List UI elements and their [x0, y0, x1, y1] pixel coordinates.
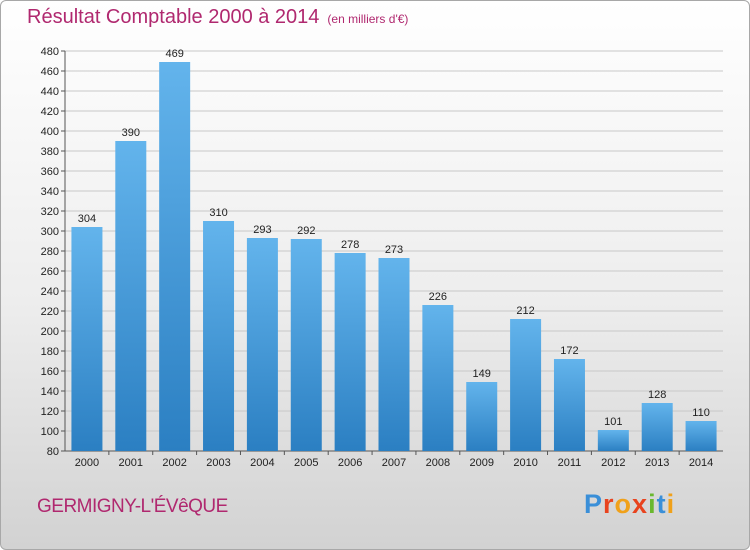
y-tick-label: 220 [41, 306, 59, 318]
logo-letter: r [603, 489, 615, 519]
y-tick-label: 280 [41, 246, 59, 258]
x-tick-label: 2003 [206, 457, 230, 469]
y-tick-label: 320 [41, 206, 59, 218]
labels: 80 100 120 140 160 180 200 220 240 260 280 300 320 34… [41, 46, 714, 469]
y-tick-label: 200 [41, 326, 59, 338]
data-label: 273 [385, 244, 403, 256]
chart-title: Résultat Comptable 2000 à 2014 (en millie… [27, 6, 409, 28]
logo-letter: P [584, 489, 604, 519]
bar [422, 305, 454, 451]
y-tick-label: 180 [41, 346, 59, 358]
bar [553, 359, 585, 451]
y-tick-label: 360 [41, 166, 59, 178]
data-label: 110 [692, 407, 710, 419]
x-tick-label: 2004 [250, 457, 274, 469]
bar [466, 382, 498, 451]
x-tick-label: 2010 [513, 457, 537, 469]
y-tick-label: 140 [41, 386, 59, 398]
bar [203, 221, 235, 451]
y-tick-label: 480 [41, 46, 59, 58]
data-label: 390 [122, 127, 140, 139]
x-tick-label: 2012 [601, 457, 625, 469]
x-tick-label: 2002 [162, 457, 186, 469]
y-tick-label: 240 [41, 286, 59, 298]
logo-letter: i [648, 489, 657, 519]
y-tick-label: 400 [41, 126, 59, 138]
logo-letter: i [666, 489, 676, 519]
data-label: 469 [165, 48, 183, 60]
y-tick-label: 100 [41, 426, 59, 438]
data-label: 101 [604, 416, 622, 428]
logo-letter: t [656, 489, 667, 519]
y-tick-label: 160 [41, 366, 59, 378]
logo-letter: o [614, 489, 633, 519]
y-tick-label: 340 [41, 186, 59, 198]
data-label: 292 [297, 225, 315, 237]
x-tick-label: 2008 [426, 457, 450, 469]
x-tick-label: 2013 [645, 457, 669, 469]
y-tick-label: 120 [41, 406, 59, 418]
bar [641, 403, 673, 451]
x-tick-label: 2000 [75, 457, 99, 469]
x-tick-label: 2001 [119, 457, 143, 469]
x-tick-label: 2007 [382, 457, 406, 469]
data-label: 293 [253, 224, 271, 236]
bar [115, 141, 147, 451]
logo-letter: x [632, 489, 649, 519]
data-label: 172 [560, 345, 578, 357]
data-label: 310 [209, 207, 227, 219]
town-name: GERMIGNY-L'ÉVêQUE [37, 496, 228, 517]
y-tick-label: 300 [41, 226, 59, 238]
y-tick-label: 260 [41, 266, 59, 278]
proxiti-logo[interactable]: Proxiti [584, 489, 675, 520]
y-tick-label: 420 [41, 106, 59, 118]
y-tick-label: 440 [41, 86, 59, 98]
x-tick-label: 2011 [558, 457, 582, 469]
bar [290, 239, 322, 451]
x-tick-label: 2009 [469, 457, 493, 469]
bar [246, 238, 278, 451]
bar [159, 62, 191, 451]
data-label: 278 [341, 239, 359, 251]
data-label: 304 [78, 213, 96, 225]
bar [510, 319, 542, 451]
y-tick-label: 460 [41, 66, 59, 78]
bar [334, 253, 366, 451]
bar [71, 227, 103, 451]
bar [378, 258, 410, 451]
x-tick-label: 2006 [338, 457, 362, 469]
chart-subtitle: (en milliers d'€) [327, 12, 409, 26]
x-tick-label: 2014 [689, 457, 713, 469]
bars [71, 62, 717, 451]
bar [597, 430, 629, 451]
y-tick-label: 380 [41, 146, 59, 158]
bar [685, 421, 717, 451]
data-label: 149 [473, 368, 491, 380]
x-tick-label: 2005 [294, 457, 318, 469]
data-label: 212 [516, 305, 534, 317]
data-label: 128 [648, 389, 666, 401]
data-label: 226 [429, 291, 447, 303]
y-tick-label: 80 [47, 446, 59, 458]
